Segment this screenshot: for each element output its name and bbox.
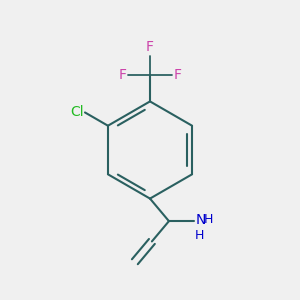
Text: F: F bbox=[174, 68, 182, 82]
Text: H: H bbox=[194, 230, 204, 242]
Text: N: N bbox=[195, 213, 206, 227]
Text: H: H bbox=[204, 214, 213, 226]
Text: Cl: Cl bbox=[70, 105, 83, 119]
Text: F: F bbox=[146, 40, 154, 54]
Text: F: F bbox=[118, 68, 126, 82]
